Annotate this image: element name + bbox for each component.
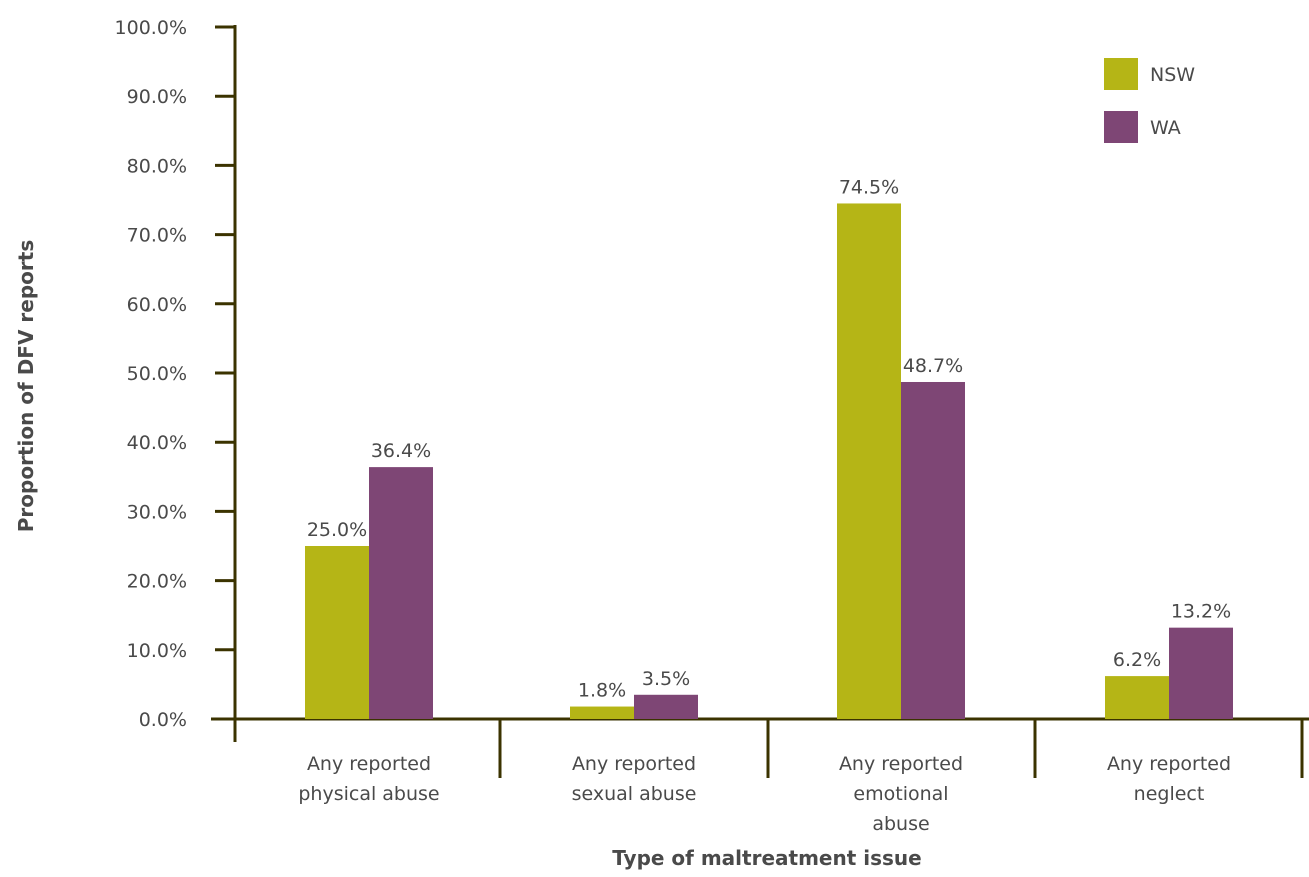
y-tick-label: 20.0% (127, 571, 187, 593)
bar-nsw (305, 546, 369, 719)
y-tick-label: 60.0% (127, 294, 187, 316)
bar-nsw (570, 706, 634, 719)
y-tick-label: 70.0% (127, 225, 187, 247)
x-axis-title: Type of maltreatment issue (612, 846, 921, 870)
x-category-label: sexual abuse (572, 783, 697, 805)
data-label: 1.8% (578, 680, 626, 702)
x-category-label: physical abuse (298, 783, 439, 805)
x-category-label: emotional (853, 783, 948, 805)
y-tick-label: 50.0% (127, 363, 187, 385)
y-tick-label: 10.0% (127, 640, 187, 662)
bar-wa (901, 381, 965, 719)
data-label: 25.0% (307, 519, 367, 541)
data-label: 48.7% (903, 355, 963, 377)
bar-wa (369, 467, 433, 719)
bar-wa (1169, 627, 1233, 719)
x-category-label: Any reported (307, 753, 431, 775)
y-tick-label: 100.0% (115, 17, 187, 39)
y-tick-label: 40.0% (127, 432, 187, 454)
y-axis-title: Proportion of DFV reports (14, 240, 38, 532)
bar-nsw (837, 203, 901, 719)
y-tick-label: 80.0% (127, 155, 187, 177)
data-label: 3.5% (642, 668, 690, 690)
bar-wa (634, 694, 698, 719)
x-category-label: Any reported (1107, 753, 1231, 775)
legend-swatch-wa (1104, 111, 1138, 143)
x-category-label: abuse (872, 813, 929, 835)
legend-label: WA (1150, 117, 1181, 139)
data-label: 74.5% (839, 176, 899, 198)
x-category-label: Any reported (572, 753, 696, 775)
data-label: 36.4% (371, 440, 431, 462)
legend-label: NSW (1150, 64, 1195, 86)
x-category-label: Any reported (839, 753, 963, 775)
y-tick-label: 30.0% (127, 501, 187, 523)
x-category-label: neglect (1134, 783, 1205, 805)
data-label: 6.2% (1113, 649, 1161, 671)
data-label: 13.2% (1171, 601, 1231, 623)
y-tick-label: 0.0% (139, 709, 187, 731)
legend-swatch-nsw (1104, 58, 1138, 90)
bar-nsw (1105, 676, 1169, 719)
y-tick-label: 90.0% (127, 86, 187, 108)
